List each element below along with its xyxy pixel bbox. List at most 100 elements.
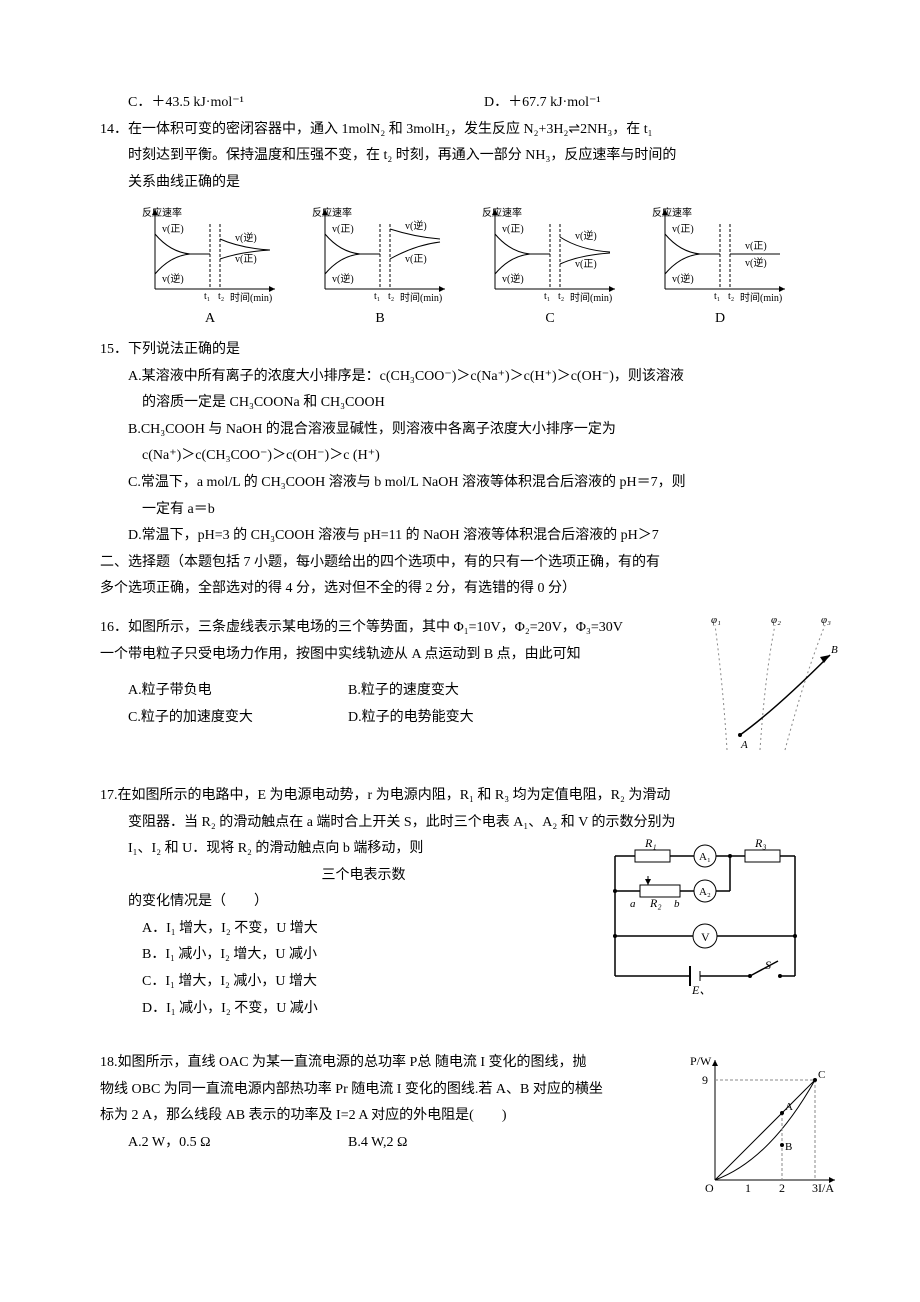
q17-d: D．I₁ 减小，I₂ 不变，U 减小 (100, 996, 840, 1023)
svg-text:v(正): v(正) (162, 224, 184, 235)
q13-opt-c: C．＋43.5 kJ·mol⁻¹ (128, 90, 484, 117)
q15-a2: 的溶质一定是 CH₃COONa 和 CH₃COOH (100, 390, 840, 417)
svg-text:φ₁: φ₁ (711, 615, 721, 626)
svg-text:b: b (674, 898, 680, 910)
q14-line3: 关系曲线正确的是 (100, 170, 840, 197)
q16-d: D.粒子的电势能变大 (348, 705, 474, 732)
svg-text:V: V (701, 930, 710, 944)
svg-text:φ₃: φ₃ (821, 615, 831, 626)
svg-text:3: 3 (812, 1181, 818, 1195)
q15-c1: C.常温下，a mol/L 的 CH₃COOH 溶液与 b mol/L NaOH… (100, 470, 840, 497)
page-content: C．＋43.5 kJ·mol⁻¹ D．＋67.7 kJ·mol⁻¹ 14．在一体… (0, 0, 920, 1197)
q14-cap-c: C (480, 306, 620, 333)
svg-text:A: A (785, 1101, 793, 1113)
svg-text:t₁: t₁ (714, 291, 720, 302)
q14-line2: 时刻达到平衡。保持温度和压强不变，在 t₂ 时刻，再通入一部分 NH₃，反应速率… (100, 143, 840, 170)
svg-text:反应速率: 反应速率 (482, 206, 522, 219)
svg-text:t₁: t₁ (544, 291, 550, 302)
svg-text:v(逆): v(逆) (405, 219, 427, 232)
svg-text:v(正): v(正) (405, 254, 427, 265)
q14-cap-d: D (650, 306, 790, 333)
q17-l3a: I₁、I₂ 和 U．现将 R₂ 的滑动触点向 b 端移动，则 (128, 841, 423, 856)
svg-text:I/A: I/A (818, 1181, 834, 1195)
svg-text:v(正): v(正) (332, 224, 354, 235)
svg-text:R₃: R₃ (754, 836, 767, 850)
svg-text:v(逆): v(逆) (332, 272, 354, 285)
q14-chart-c: 反应速率 时间(min) v(正) v(逆) v(逆) v(正) t₁ t₂ (480, 204, 620, 304)
q14-cap-b: B (310, 306, 450, 333)
q18-b: B.4 W,2 Ω (348, 1130, 407, 1157)
q18-chart: P/W I/A 9 1 2 3 O A B C (690, 1050, 840, 1200)
svg-text:时间(min): 时间(min) (230, 291, 272, 304)
q15-b2: c(Na⁺)＞c(CH₃COO⁻)＞c(OH⁻)＞c (H⁺) (100, 443, 840, 470)
svg-text:B: B (831, 644, 838, 656)
q14-chart-d: 反应速率 时间(min) v(正) v(逆) v(正) v(逆) t₁ t₂ (650, 204, 790, 304)
svg-text:a: a (630, 898, 636, 910)
q16-a: A.粒子带负电 (128, 678, 348, 705)
q16-c: C.粒子的加速度变大 (128, 705, 348, 732)
svg-text:v(正): v(正) (672, 224, 694, 235)
svg-text:B: B (785, 1141, 792, 1153)
q14-graph-c: 反应速率 时间(min) v(正) v(逆) v(逆) v(正) t₁ t₂ C (480, 204, 620, 333)
svg-text:φ₂: φ₂ (771, 615, 781, 626)
svg-text:A₁: A₁ (699, 851, 711, 863)
svg-text:C: C (818, 1069, 825, 1081)
svg-text:v(逆): v(逆) (502, 272, 524, 285)
section2-l2: 多个选项正确，全部选对的得 4 分，选对但不全的得 2 分，有选错的得 0 分） (100, 576, 840, 603)
q18-row1: A.2 W，0.5 Ω B.4 W,2 Ω (100, 1130, 682, 1157)
q14-graph-d: 反应速率 时间(min) v(正) v(逆) v(正) v(逆) t₁ t₂ D (650, 204, 790, 333)
svg-text:S: S (765, 958, 771, 972)
svg-text:t₂: t₂ (218, 291, 224, 302)
svg-text:v(逆): v(逆) (575, 229, 597, 242)
section2-l1: 二、选择题（本题包括 7 小题，每小题给出的四个选项中，有的只有一个选项正确，有… (100, 550, 840, 577)
svg-text:O: O (705, 1181, 714, 1195)
svg-text:E、: E、 (691, 983, 711, 996)
q15-c2: 一定有 a＝b (100, 497, 840, 524)
svg-text:时间(min): 时间(min) (740, 291, 782, 304)
svg-text:v(逆): v(逆) (162, 272, 184, 285)
q17-l1: 17.在如图所示的电路中，E 为电源电动势，r 为电源内阻，R₁ 和 R₃ 均为… (100, 783, 840, 810)
q14-chart-a: 反应速率 时间(min) v(正) v(逆) v(逆) v(正) t₁ t₂ (140, 204, 280, 304)
svg-text:v(正): v(正) (745, 241, 767, 252)
svg-text:R₁: R₁ (644, 836, 657, 850)
svg-text:R₂: R₂ (649, 896, 662, 910)
svg-text:v(逆): v(逆) (672, 272, 694, 285)
svg-text:反应速率: 反应速率 (652, 206, 692, 219)
q14-graph-b: 反应速率 时间(min) v(正) v(逆) v(逆) v(正) t₁ t₂ B (310, 204, 450, 333)
q15-a1: A.某溶液中所有离子的浓度大小排序是：c(CH₃COO⁻)＞c(Na⁺)＞c(H… (100, 364, 840, 391)
q14-graphs: 反应速率 时间(min) v(正) v(逆) v(逆) v(正) t₁ t₂ A (140, 204, 840, 333)
q14-graph-a: 反应速率 时间(min) v(正) v(逆) v(逆) v(正) t₁ t₂ A (140, 204, 280, 333)
q17-l3b: 三个电表示数 (322, 868, 406, 883)
svg-text:1: 1 (745, 1181, 751, 1195)
svg-text:时间(min): 时间(min) (400, 291, 442, 304)
q16-row1: A.粒子带负电 B.粒子的速度变大 (100, 678, 697, 705)
q16-row2: C.粒子的加速度变大 D.粒子的电势能变大 (100, 705, 697, 732)
svg-text:t₂: t₂ (388, 291, 394, 302)
svg-text:t₁: t₁ (374, 291, 380, 302)
svg-text:t₁: t₁ (204, 291, 210, 302)
svg-text:P/W: P/W (690, 1054, 712, 1068)
svg-text:v(逆): v(逆) (235, 231, 257, 244)
q14-line1: 14．在一体积可变的密闭容器中，通入 1molN₂ 和 3molH₂，发生反应 … (100, 117, 840, 144)
svg-text:v(正): v(正) (575, 259, 597, 270)
svg-text:反应速率: 反应速率 (312, 206, 352, 219)
q17-l2: 变阻器．当 R₂ 的滑动触点在 a 端时合上开关 S，此时三个电表 A₁、A₂ … (100, 810, 840, 837)
svg-text:v(正): v(正) (502, 224, 524, 235)
q15-d: D.常温下，pH=3 的 CH₃COOH 溶液与 pH=11 的 NaOH 溶液… (100, 523, 840, 550)
q13-opt-d: D．＋67.7 kJ·mol⁻¹ (484, 90, 840, 117)
svg-text:9: 9 (702, 1073, 708, 1087)
q14-cap-a: A (140, 306, 280, 333)
svg-text:A: A (740, 739, 748, 751)
q15-b1: B.CH₃COOH 与 NaOH 的混合溶液显碱性，则溶液中各离子浓度大小排序一… (100, 417, 840, 444)
q16-b: B.粒子的速度变大 (348, 678, 459, 705)
q17-circuit: R₁ R₃ A₁ A₂ V a R₂ b S E、 (600, 836, 810, 996)
svg-text:时间(min): 时间(min) (570, 291, 612, 304)
svg-text:2: 2 (779, 1181, 785, 1195)
q14-chart-b: 反应速率 时间(min) v(正) v(逆) v(逆) v(正) t₁ t₂ (310, 204, 450, 304)
svg-text:A₂: A₂ (699, 886, 711, 898)
q18-a: A.2 W，0.5 Ω (128, 1130, 348, 1157)
svg-text:v(逆): v(逆) (745, 256, 767, 269)
q16-figure: φ₁ φ₂ φ₃ A B (705, 615, 840, 755)
svg-text:反应速率: 反应速率 (142, 206, 182, 219)
q15-stem: 15．下列说法正确的是 (100, 337, 840, 364)
